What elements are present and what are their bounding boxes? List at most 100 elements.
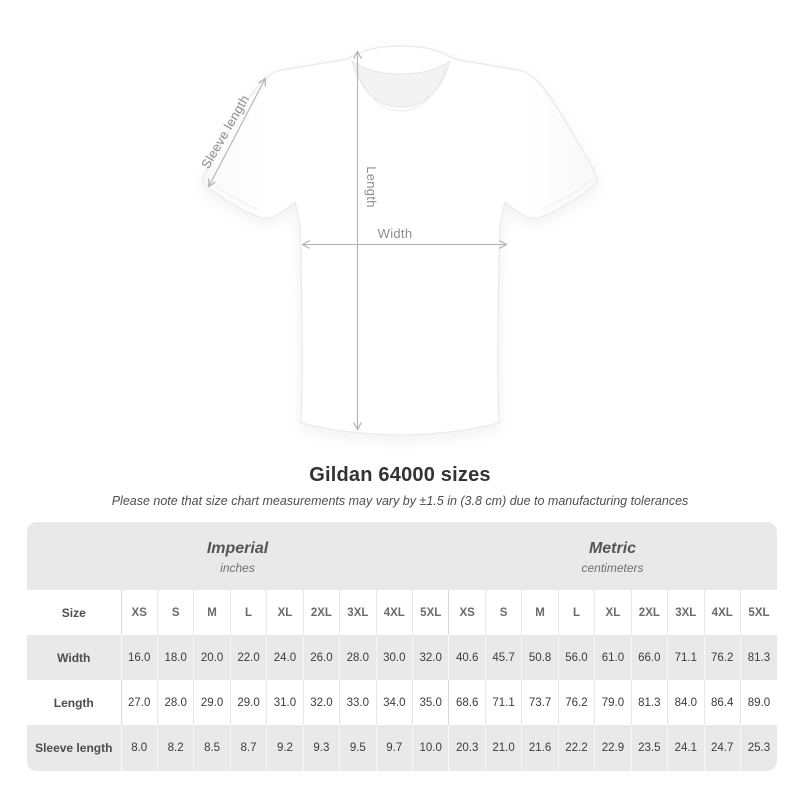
tolerance-note: Please note that size chart measurements… [111,494,689,508]
value-cell: 56.0 [557,635,595,680]
value-cell: 22.9 [594,725,632,771]
size-header-imperial-s: S [156,590,194,635]
size-header-imperial-3xl: 3XL [339,590,377,635]
value-cell: 8.0 [120,725,158,771]
size-header-imperial-4xl: 4XL [375,590,413,635]
value-cell: 16.0 [120,635,158,680]
value-cell: 89.0 [739,680,777,725]
tshirt-collar-ribbing [355,65,447,112]
value-cell: 33.0 [339,680,377,725]
size-header-imperial-2xl: 2XL [302,590,340,635]
sleeve-length-arrow [209,79,265,186]
size-table: Size XS S M L XL 2XL 3XL 4XL 5XL XS S M L XL 2XL 3XL 4XL… [27,590,777,771]
value-cell: 24.1 [667,725,704,771]
size-header-label: Size [27,590,121,635]
value-cell: 26.0 [302,635,340,680]
value-cell: 86.4 [703,680,741,725]
size-header-imperial-5xl: 5XL [411,590,449,635]
unit-group-imperial: Imperial inches [27,522,448,590]
value-cell: 81.3 [630,680,668,725]
value-cell: 23.5 [630,725,668,771]
metric-sublabel: centimeters [581,560,644,575]
value-cell: 20.3 [448,725,486,771]
value-cell: 76.2 [703,635,741,680]
size-header-metric-4xl: 4XL [703,590,741,635]
size-chart-card: Imperial inches Metric centimeters Size … [27,522,777,771]
value-cell: 71.1 [667,635,704,680]
value-cell: 73.7 [521,680,559,725]
value-cell: 25.3 [739,725,777,771]
tshirt-collar [351,59,451,108]
value-cell: 30.0 [375,635,413,680]
measurement-row-sleeve-length: Sleeve length 8.0 8.2 8.5 8.7 9.2 9.3 9.5 9.7 10.… [27,725,777,771]
value-cell: 61.0 [594,635,632,680]
size-header-metric-l: L [557,590,595,635]
tshirt-right-sleeve-seam [540,177,595,211]
value-cell: 29.0 [193,680,231,725]
length-label: Length [364,166,379,208]
value-cell: 68.6 [448,680,486,725]
value-cell: 9.2 [266,725,304,771]
size-header-imperial-l: L [229,590,267,635]
value-cell: 10.0 [411,725,449,771]
value-cell: 27.0 [120,680,158,725]
value-cell: 45.7 [484,635,522,680]
value-cell: 18.0 [156,635,194,680]
value-cell: 71.1 [484,680,522,725]
value-cell: 8.5 [193,725,231,771]
value-cell: 24.7 [703,725,741,771]
imperial-sublabel: inches [220,560,255,575]
value-cell: 50.8 [521,635,559,680]
metric-label: Metric [588,539,637,557]
tshirt-measurement-diagram: Width Length Sleeve length [198,45,598,436]
width-label: Width [378,226,413,241]
value-cell: 34.0 [375,680,413,725]
value-cell: 22.0 [229,635,267,680]
value-cell: 22.2 [557,725,595,771]
title-block: Gildan 64000 sizes Please note that size… [0,464,800,508]
measurement-row-length: Length 27.0 28.0 29.0 29.0 31.0 32.0 33.0 34.0 35… [27,680,777,725]
size-header-metric-5xl: 5XL [739,590,777,635]
value-cell: 76.2 [557,680,595,725]
value-cell: 84.0 [667,680,704,725]
row-label: Width [27,635,121,680]
size-header-metric-2xl: 2XL [630,590,668,635]
value-cell: 9.5 [339,725,377,771]
value-cell: 28.0 [156,680,194,725]
value-cell: 21.6 [521,725,559,771]
imperial-label: Imperial [206,539,269,557]
size-header-imperial-xs: XS [120,590,158,635]
size-header-metric-s: S [484,590,522,635]
value-cell: 32.0 [411,635,449,680]
row-label: Sleeve length [27,725,121,771]
row-label: Length [27,680,121,725]
value-cell: 20.0 [193,635,231,680]
size-header-metric-xl: XL [594,590,632,635]
measurement-row-width: Width 16.0 18.0 20.0 22.0 24.0 26.0 28.0 30.0 32.… [27,635,777,680]
page-title: Gildan 64000 sizes [309,464,491,486]
size-header-metric-xs: XS [448,590,486,635]
value-cell: 28.0 [339,635,377,680]
value-cell: 8.2 [156,725,194,771]
value-cell: 9.3 [302,725,340,771]
size-header-imperial-xl: XL [266,590,304,635]
value-cell: 32.0 [302,680,340,725]
unit-header-band: Imperial inches Metric centimeters [27,522,777,590]
size-header-metric-3xl: 3XL [667,590,704,635]
value-cell: 31.0 [266,680,304,725]
size-header-imperial-m: M [193,590,231,635]
value-cell: 29.0 [229,680,267,725]
value-cell: 81.3 [739,635,777,680]
value-cell: 21.0 [484,725,522,771]
value-cell: 24.0 [266,635,304,680]
unit-group-metric: Metric centimeters [448,522,777,590]
value-cell: 9.7 [375,725,413,771]
size-header-row: Size XS S M L XL 2XL 3XL 4XL 5XL XS S M L XL 2XL 3XL 4XL… [27,590,777,635]
value-cell: 40.6 [448,635,486,680]
value-cell: 79.0 [594,680,632,725]
size-header-metric-m: M [521,590,559,635]
value-cell: 66.0 [630,635,668,680]
value-cell: 35.0 [411,680,449,725]
value-cell: 8.7 [229,725,267,771]
